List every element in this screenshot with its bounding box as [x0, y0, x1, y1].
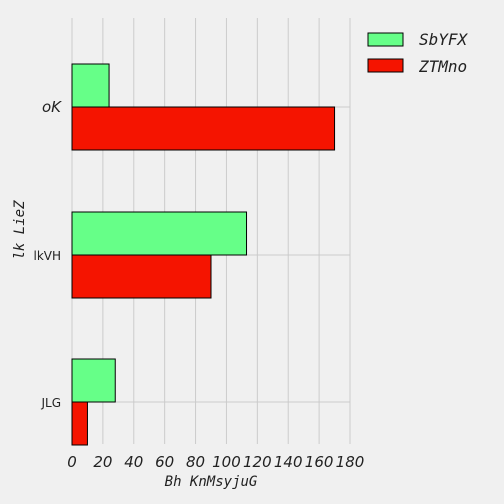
x-tick-label: 120 — [243, 453, 272, 471]
bar-SbYFX-oK — [71, 63, 110, 108]
legend-swatch-series-2 — [367, 58, 404, 73]
x-tick-label: 80 — [186, 453, 205, 471]
bar-SbYFX-JLG — [71, 358, 116, 403]
y-ticks: oK lkVH JLG — [33, 98, 62, 410]
x-axis-label: Bh KnMsyjuG — [165, 474, 258, 490]
x-tick-label: 140 — [274, 453, 303, 471]
legend-label-series-2: ZTMno — [418, 57, 467, 76]
x-tick-label: 20 — [93, 453, 112, 471]
legend: SbYFX ZTMno — [367, 30, 469, 76]
x-ticks: 0 20 40 60 80 100 120 140 160 180 — [67, 453, 364, 471]
bar-ZTMno-lkVH — [71, 254, 212, 299]
bar-ZTMno-oK — [71, 106, 336, 151]
bars — [71, 63, 336, 446]
y-tick-label: lkVH — [33, 249, 61, 263]
legend-label-series-1: SbYFX — [419, 30, 469, 49]
bar-ZTMno-JLG — [71, 401, 88, 446]
y-axis-label: lk LieZ — [12, 200, 28, 260]
x-tick-label: 100 — [212, 453, 241, 471]
legend-swatch-series-1 — [367, 32, 404, 47]
x-tick-label: 160 — [305, 453, 334, 471]
x-tick-label: 40 — [124, 453, 143, 471]
bar-SbYFX-lkVH — [71, 211, 248, 256]
y-tick-label: oK — [42, 98, 62, 116]
x-tick-label: 60 — [155, 453, 174, 471]
x-tick-label: 0 — [67, 453, 77, 471]
x-tick-label: 180 — [336, 453, 365, 471]
y-tick-label: JLG — [40, 396, 61, 410]
